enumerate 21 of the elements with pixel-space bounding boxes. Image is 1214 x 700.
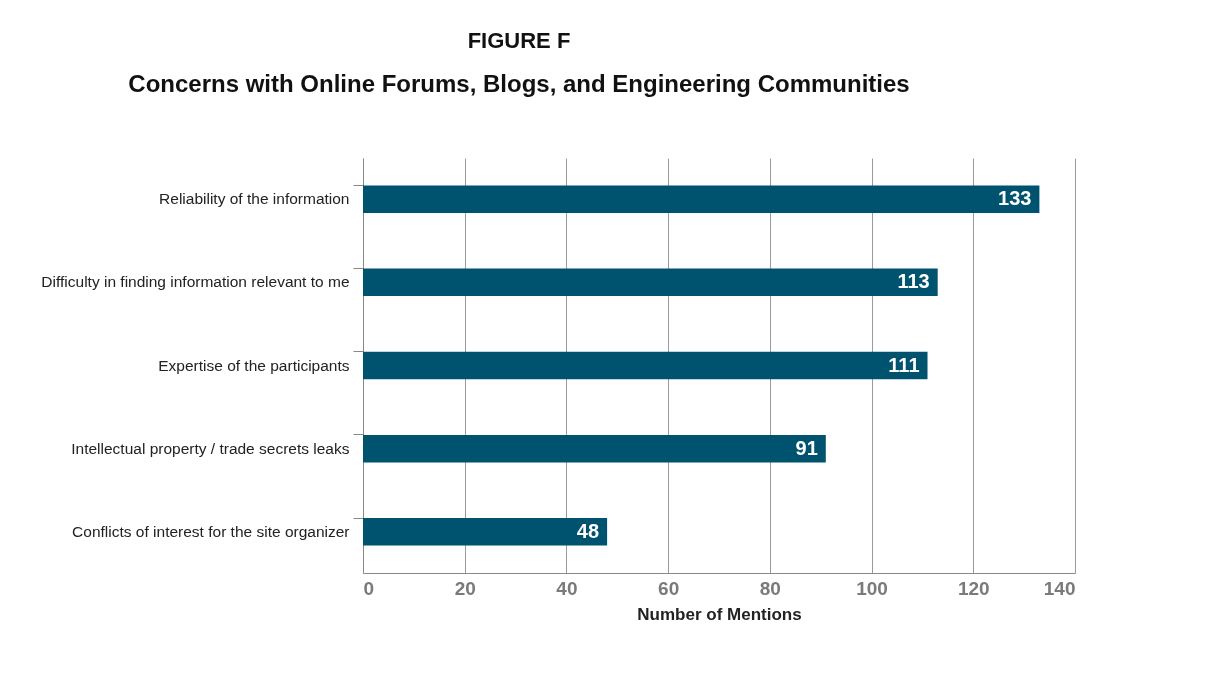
y-tick-label: Conflicts of interest for the site organizer bbox=[72, 522, 350, 540]
x-tick-label: 20 bbox=[454, 577, 476, 599]
y-tick-label: Expertise of the participants bbox=[158, 356, 350, 374]
data-label: 91 bbox=[795, 436, 818, 459]
y-tick-label: Intellectual property / trade secrets leaks bbox=[71, 439, 350, 457]
x-tick-label: 120 bbox=[957, 577, 990, 599]
data-label: 111 bbox=[888, 353, 920, 376]
y-tick-label: Difficulty in finding information relevant to me bbox=[41, 273, 350, 291]
data-label: 113 bbox=[897, 270, 930, 293]
x-axis-title: Number of Mentions bbox=[637, 604, 802, 624]
x-tick-label: 40 bbox=[556, 577, 578, 599]
chart-subtitle: Concerns with Online Forums, Blogs, and Engineering Communities bbox=[128, 70, 910, 97]
data-label: 133 bbox=[998, 187, 1032, 210]
data-label: 48 bbox=[576, 519, 600, 542]
x-tick-label: 0 bbox=[363, 577, 375, 599]
x-tick-label: 100 bbox=[856, 577, 888, 599]
x-tick-label: 60 bbox=[658, 577, 680, 599]
chart-title: FIGURE F bbox=[467, 28, 571, 53]
x-tick-label: 80 bbox=[759, 577, 781, 599]
y-tick-label: Reliability of the information bbox=[159, 190, 350, 208]
x-tick-label: 140 bbox=[1043, 577, 1076, 599]
